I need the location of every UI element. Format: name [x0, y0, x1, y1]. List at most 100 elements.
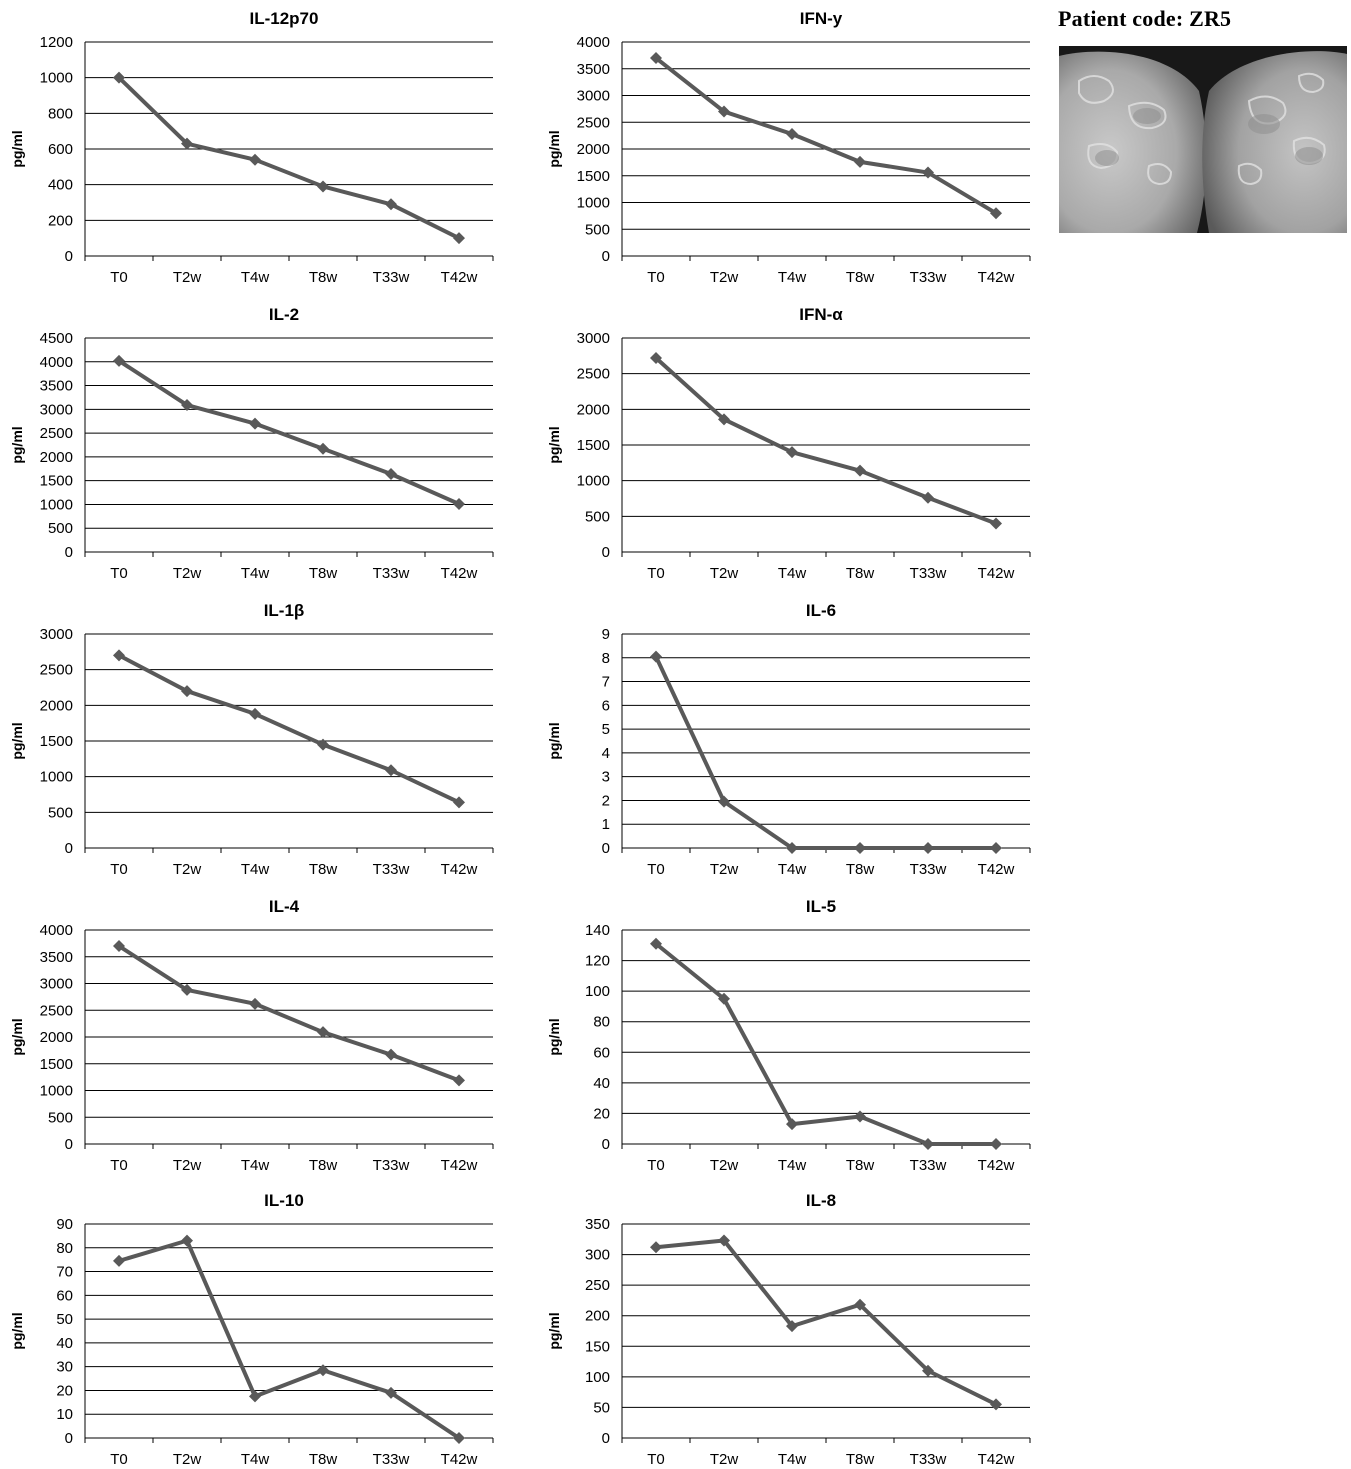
- x-tick-label: T8w: [846, 861, 875, 878]
- data-point: [718, 795, 730, 808]
- data-point: [113, 1254, 125, 1267]
- data-point: [317, 180, 329, 193]
- chart-svg: IL-10 0 10 20 30 40 50 60 70 80 90 T0 T2w T4w T8w T33w T…: [9, 1191, 494, 1468]
- data-point: [922, 1138, 934, 1150]
- x-tick-label: T33w: [373, 861, 410, 878]
- y-tick-label: 20: [593, 1105, 610, 1122]
- y-tick-label: 2500: [577, 366, 610, 383]
- y-tick-label: 0: [65, 1136, 73, 1153]
- y-tick-label: 3000: [40, 626, 73, 643]
- x-tick-label: T33w: [910, 1157, 947, 1174]
- data-point: [650, 351, 662, 364]
- data-point: [453, 497, 465, 510]
- y-tick-label: 150: [585, 1338, 610, 1355]
- chart-ifn-alpha: IFN-α 0 500 1000 1500 2000 2500 3000 T0 T2w T4w T8w…: [537, 296, 1037, 582]
- chart-svg: IL-8 0 50 100 150 200 250 300 350 T0 T2w T4w T8w T33w…: [546, 1191, 1031, 1468]
- y-tick-label: 10: [56, 1406, 73, 1423]
- chart-title: IFN-y: [800, 9, 843, 28]
- y-tick-label: 2500: [40, 425, 73, 442]
- chart-il-4: IL-4 0 500 1000 1500 2000 2500 3000 3500 4000 T0 T2…: [0, 888, 500, 1174]
- data-point: [181, 685, 193, 698]
- x-tick-label: T42w: [978, 269, 1015, 286]
- y-tick-label: 1000: [40, 496, 73, 513]
- x-tick-label: T8w: [309, 269, 338, 286]
- y-tick-label: 0: [65, 840, 73, 857]
- data-point: [317, 1026, 329, 1039]
- y-tick-label: 4500: [40, 330, 73, 347]
- data-point: [650, 937, 662, 950]
- x-tick-label: T8w: [309, 1451, 338, 1468]
- x-tick-label: T42w: [978, 565, 1015, 582]
- chart-svg: IL-1β 0 500 1000 1500 2000 2500 3000 T0 T2w T4w T8w…: [9, 601, 494, 878]
- data-point: [249, 707, 261, 720]
- y-tick-label: 2000: [40, 697, 73, 714]
- chart-svg: IL-2 0 500 1000 1500 2000 2500 3000 3500 4000 4500…: [9, 305, 494, 582]
- x-tick-label: T42w: [978, 1157, 1015, 1174]
- x-tick-label: T33w: [373, 269, 410, 286]
- data-point: [922, 1364, 934, 1377]
- x-tick-label: T33w: [373, 1157, 410, 1174]
- data-point: [385, 764, 397, 777]
- chart-title: IL-10: [264, 1191, 304, 1210]
- x-tick-label: T2w: [173, 565, 202, 582]
- x-tick-label: T0: [110, 1157, 128, 1174]
- data-point: [990, 1398, 1002, 1411]
- y-tick-label: 100: [585, 983, 610, 1000]
- x-tick-label: T2w: [173, 861, 202, 878]
- series-line: [654, 654, 998, 850]
- data-point: [249, 153, 261, 166]
- x-tick-label: T4w: [241, 1451, 270, 1468]
- data-point: [181, 983, 193, 996]
- chart-svg: IL-6 0 1 2 3 4 5 6 7 8 9 T0 T2w T4w T8w T33w T42w pg/ml: [546, 601, 1031, 878]
- series-line: [117, 75, 461, 241]
- y-tick-label: 500: [585, 221, 610, 238]
- y-tick-label: 800: [48, 105, 73, 122]
- data-point: [786, 842, 798, 854]
- y-tick-label: 3500: [577, 61, 610, 78]
- data-point: [854, 155, 866, 168]
- y-tick-label: 300: [585, 1247, 610, 1264]
- y-tick-label: 1500: [40, 1056, 73, 1073]
- chart-svg: IFN-α 0 500 1000 1500 2000 2500 3000 T0 T2w T4w T8w…: [546, 305, 1031, 582]
- x-tick-label: T2w: [173, 269, 202, 286]
- data-point: [650, 52, 662, 65]
- y-axis-label: pg/ml: [546, 1018, 562, 1055]
- data-point: [990, 842, 1002, 854]
- y-tick-label: 0: [602, 1136, 610, 1153]
- y-tick-label: 0: [602, 248, 610, 265]
- x-tick-label: T4w: [778, 269, 807, 286]
- y-tick-label: 200: [585, 1308, 610, 1325]
- y-tick-label: 3000: [40, 976, 73, 993]
- series-line: [117, 944, 461, 1083]
- y-axis-label: pg/ml: [546, 722, 562, 759]
- x-tick-label: T42w: [441, 269, 478, 286]
- y-axis-label: pg/ml: [9, 1312, 25, 1349]
- x-tick-label: T2w: [710, 269, 739, 286]
- chart-title: IL-4: [269, 897, 300, 916]
- x-tick-label: T33w: [373, 565, 410, 582]
- patient-panel: Patient code: ZR5: [1058, 0, 1348, 235]
- y-tick-label: 350: [585, 1216, 610, 1233]
- x-tick-label: T33w: [910, 1451, 947, 1468]
- data-point: [317, 442, 329, 455]
- x-tick-label: T0: [647, 269, 665, 286]
- y-tick-label: 40: [56, 1335, 73, 1352]
- patient-code-label: Patient code: ZR5: [1058, 6, 1232, 31]
- data-point: [786, 1118, 798, 1131]
- data-point: [249, 997, 261, 1010]
- y-tick-label: 2000: [577, 141, 610, 158]
- data-point: [854, 842, 866, 854]
- y-tick-label: 1000: [40, 769, 73, 786]
- y-tick-label: 60: [56, 1287, 73, 1304]
- data-point: [854, 464, 866, 477]
- chart-title: IFN-α: [799, 305, 843, 324]
- y-tick-label: 2000: [40, 449, 73, 466]
- data-point: [854, 1298, 866, 1311]
- y-axis-label: pg/ml: [546, 130, 562, 167]
- clinical-photo-illustration: [1059, 46, 1347, 233]
- data-point: [181, 137, 193, 150]
- chart-il-12p70: IL-12p70 0 200 400 600 800 1000 1200 T0 T2w T4w T8w…: [0, 0, 500, 286]
- data-point: [113, 71, 125, 84]
- y-axis-label: pg/ml: [546, 426, 562, 463]
- y-tick-label: 1500: [40, 733, 73, 750]
